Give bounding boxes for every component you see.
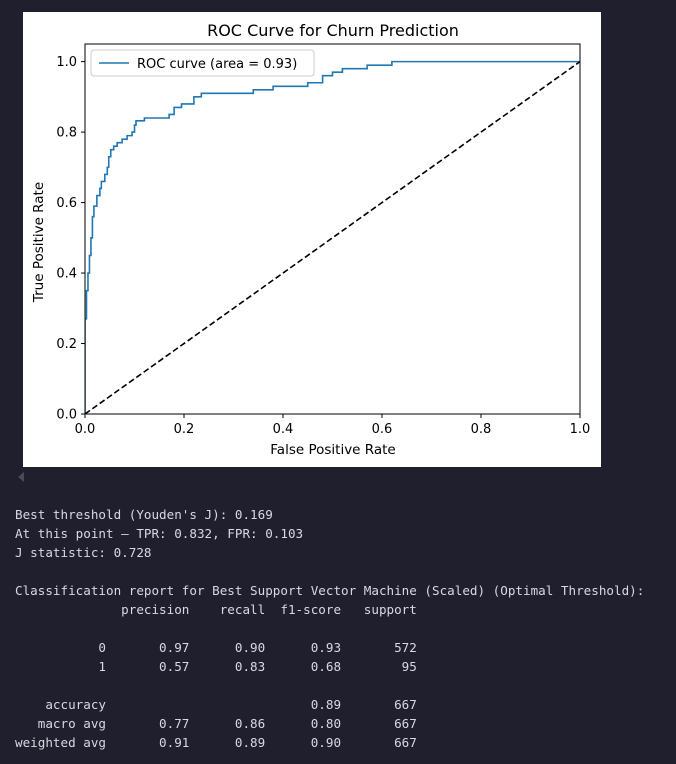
output-line: macro avg 0.77 0.86 0.80 667 [15, 716, 417, 731]
stdout-text: Best threshold (Youden's J): 0.169 At thi… [15, 505, 644, 752]
y-tick-label: 0.4 [56, 267, 77, 282]
scroll-left-arrow-icon[interactable] [18, 472, 24, 482]
x-tick-label: 0.6 [372, 422, 393, 437]
y-tick-label: 0.8 [56, 126, 77, 141]
output-line: 1 0.57 0.83 0.68 95 [15, 659, 417, 674]
x-axis-label: False Positive Rate [270, 442, 395, 458]
y-tick-label: 0.0 [56, 408, 77, 423]
plot-frame [84, 43, 581, 415]
y-tick-label: 0.6 [56, 196, 77, 211]
output-line: Best threshold (Youden's J): 0.169 [15, 507, 273, 522]
x-tick-label: 0.4 [273, 422, 294, 437]
roc-chart: ROC Curve for Churn Prediction 0.0 0.2 0.4… [31, 21, 591, 458]
legend-label: ROC curve (area = 0.93) [137, 57, 297, 72]
plot-axes: 0.0 0.2 0.4 0.6 0.8 1.0 0.0 0.2 0.4 0.6 0.8 1.0 ROC … [56, 43, 591, 437]
x-tick-label: 0.0 [75, 422, 96, 437]
roc-curve-line [85, 60, 580, 414]
legend-box [90, 49, 315, 77]
output-line [15, 562, 644, 581]
x-tick-label: 0.2 [174, 422, 195, 437]
x-tick-label: 0.8 [471, 422, 492, 437]
output-line [15, 676, 644, 695]
output-line: At this point — TPR: 0.832, FPR: 0.103 [15, 526, 304, 541]
output-line: Classification report for Best Support V… [15, 583, 645, 598]
chart-title: ROC Curve for Churn Prediction [207, 21, 459, 40]
y-tick-label: 1.0 [56, 55, 77, 70]
output-line [15, 619, 644, 638]
x-tick-label: 1.0 [570, 422, 591, 437]
output-line: precision recall f1-score support [15, 602, 417, 617]
output-line: J statistic: 0.728 [15, 545, 152, 560]
output-line: 0 0.97 0.90 0.93 572 [15, 640, 417, 655]
output-line: weighted avg 0.91 0.89 0.90 667 [15, 735, 417, 750]
output-line: accuracy 0.89 667 [15, 697, 417, 712]
y-axis-label: True Positive Rate [31, 182, 47, 303]
roc-figure: ROC Curve for Churn Prediction 0.0 0.2 0.4… [23, 12, 601, 467]
y-tick-label: 0.2 [56, 337, 77, 352]
chance-diagonal-line [85, 60, 580, 414]
